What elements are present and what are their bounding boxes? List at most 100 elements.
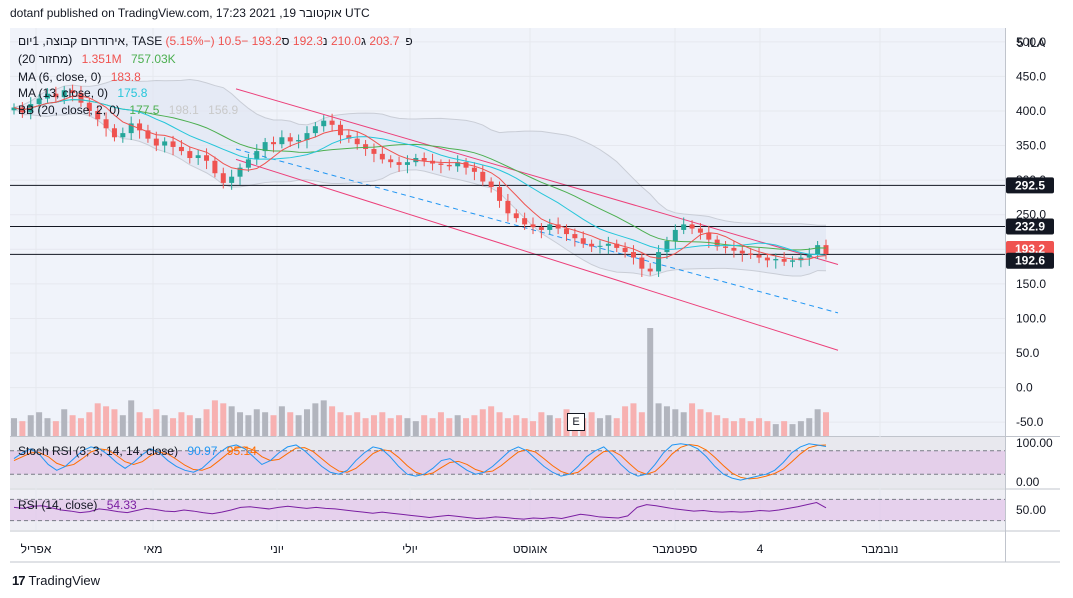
candle-body <box>689 224 695 229</box>
candle-body <box>555 224 561 229</box>
candle-body <box>78 93 84 103</box>
volume-bar <box>781 421 788 436</box>
volume-legend: (מחזור 20) 1.351M 757.03K <box>18 52 176 66</box>
candle-body <box>195 155 201 159</box>
volume-bar <box>722 418 729 436</box>
volume-bar <box>647 328 654 436</box>
volume-ma-value: 757.03K <box>130 52 176 66</box>
volume-bar <box>270 415 277 436</box>
candle-body <box>354 138 360 145</box>
candle-body <box>363 144 369 150</box>
candle-body <box>312 126 318 134</box>
x-tick-label: יוני <box>270 542 284 556</box>
candle-body <box>538 227 544 230</box>
x-tick-label: יולי <box>402 542 418 556</box>
stoch-band-fill <box>10 450 1005 475</box>
candle-body <box>597 245 603 247</box>
volume-bar <box>555 418 562 436</box>
stoch-legend: Stoch RSI (3, 3, 14, 14, close) 90.97 95… <box>18 444 257 458</box>
candle-body <box>656 252 662 272</box>
candle-body <box>639 257 645 269</box>
volume-bar <box>387 418 394 436</box>
candle-body <box>120 133 126 138</box>
volume-label: (מחזור 20) <box>18 52 73 66</box>
volume-bar <box>663 406 670 436</box>
price-label-192: 192.6 <box>1015 254 1045 268</box>
y-tick-label: 350.0 <box>1016 139 1046 153</box>
volume-bar <box>345 415 352 436</box>
tradingview-logo-icon[interactable]: 17 <box>12 573 26 588</box>
bb-label: BB (20, close, 2, 0) <box>18 103 121 117</box>
candle-body <box>388 159 394 163</box>
candle-body <box>262 142 268 152</box>
volume-bar <box>488 406 495 436</box>
y-tick-label: 500.0 <box>1016 35 1046 49</box>
candle-body <box>572 234 578 239</box>
published-line: dotanf published on TradingView.com, 17:… <box>10 6 370 20</box>
candle-body <box>162 141 168 146</box>
volume-bar <box>463 418 470 436</box>
candle-body <box>61 90 67 98</box>
bb-upper-value: 198.1 <box>168 103 199 117</box>
volume-bar <box>111 409 118 436</box>
ma6-line <box>13 95 827 260</box>
candle-body <box>815 245 821 255</box>
volume-bar <box>119 415 126 436</box>
candle-body <box>438 163 444 165</box>
footer-brand[interactable]: TradingView <box>28 573 101 588</box>
volume-bar <box>195 418 202 436</box>
currency-prefix: 5 <box>1017 36 1024 50</box>
candle-body <box>455 162 461 167</box>
volume-bar <box>52 421 59 436</box>
earnings-badge[interactable]: E <box>567 413 585 431</box>
ohlc-close: 193.2 <box>251 34 282 48</box>
volume-bar <box>278 406 285 436</box>
candle-body <box>421 158 427 161</box>
volume-bar <box>186 415 193 436</box>
volume-bar <box>672 409 679 436</box>
volume-bar <box>797 421 804 436</box>
bollinger-lower-line <box>13 107 827 277</box>
candle-body <box>488 181 494 188</box>
price-label-232: 232.9 <box>1015 220 1045 234</box>
stoch-k-line <box>13 443 827 481</box>
volume-bar <box>429 418 436 436</box>
volume-bar <box>354 412 361 436</box>
volume-bar <box>739 418 746 436</box>
volume-bar <box>287 412 294 436</box>
ohlc-close-label: ס <box>281 34 290 48</box>
volume-bar <box>504 418 511 436</box>
volume-bar <box>814 409 821 436</box>
ohlc-low: 192.3 <box>292 34 323 48</box>
candle-body <box>446 164 452 167</box>
ma6-value: 183.8 <box>110 70 141 84</box>
volume-bar <box>11 418 17 436</box>
candle-body <box>781 258 787 262</box>
candle-body <box>53 93 59 98</box>
volume-bar <box>680 412 687 436</box>
volume-bar <box>446 418 453 436</box>
ohlc-high-label: ג <box>360 34 367 48</box>
volume-bar <box>630 403 637 436</box>
bb-value: 177.5 <box>129 103 160 117</box>
candle-body <box>605 243 611 246</box>
ma13-label: MA (13, close, 0) <box>18 86 109 100</box>
volume-bar <box>513 415 520 436</box>
candle-body <box>11 107 17 111</box>
volume-bar <box>404 418 411 436</box>
symbol-name: אירודרום קבוצה, 1יום, TASE <box>18 34 163 48</box>
candle-body <box>329 120 335 125</box>
candle-body <box>287 137 293 142</box>
candle-body <box>296 140 302 142</box>
volume-bar <box>538 412 545 436</box>
volume-bar <box>69 415 76 436</box>
candle-body <box>212 160 218 174</box>
candle-body <box>379 153 385 160</box>
candle-body <box>145 130 151 139</box>
volume-bar <box>613 418 620 436</box>
y-tick-label: 0.0 <box>1016 381 1033 395</box>
rsi-band-fill <box>10 499 1005 521</box>
price-label-232-bg <box>1006 218 1054 235</box>
volume-bar <box>772 424 779 436</box>
